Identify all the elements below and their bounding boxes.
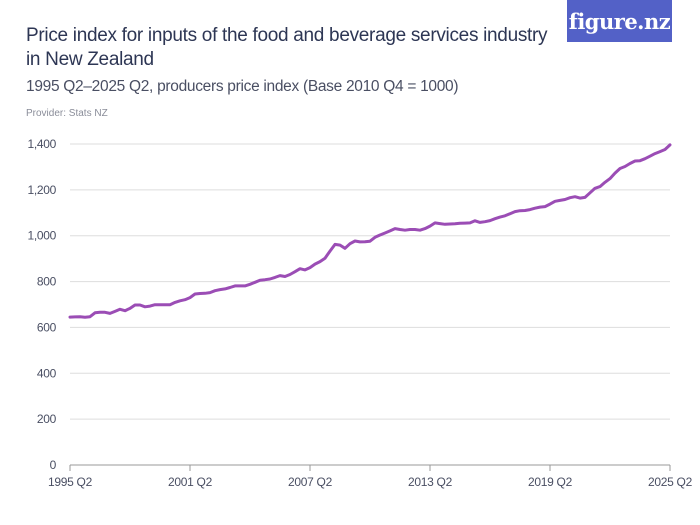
logo-text: figure.nz bbox=[568, 8, 671, 34]
series-line bbox=[68, 143, 672, 319]
y-tick-label: 0 bbox=[50, 458, 57, 472]
x-tick-label: 1995 Q2 bbox=[48, 475, 93, 489]
y-tick-label: 400 bbox=[37, 366, 57, 380]
x-tick-label: 2025 Q2 bbox=[648, 475, 693, 489]
provider-label: Provider: Stats NZ bbox=[26, 108, 108, 119]
y-tick-label: 1,400 bbox=[27, 137, 56, 151]
x-tick-label: 2001 Q2 bbox=[168, 475, 213, 489]
x-tick-label: 2019 Q2 bbox=[528, 475, 573, 489]
y-tick-label: 200 bbox=[37, 412, 57, 426]
chart-title: Price index for inputs of the food and b… bbox=[26, 25, 548, 70]
y-tick-label: 1,200 bbox=[27, 183, 56, 197]
y-tick-label: 1,000 bbox=[27, 229, 56, 243]
x-tick-label: 2013 Q2 bbox=[408, 475, 453, 489]
y-tick-label: 800 bbox=[37, 275, 57, 289]
figure-nz-logo[interactable]: figure.nz bbox=[567, 0, 672, 42]
chart-subtitle: 1995 Q2–2025 Q2, producers price index (… bbox=[26, 78, 459, 95]
x-tick-label: 2007 Q2 bbox=[288, 475, 333, 489]
y-tick-label: 600 bbox=[37, 320, 57, 334]
